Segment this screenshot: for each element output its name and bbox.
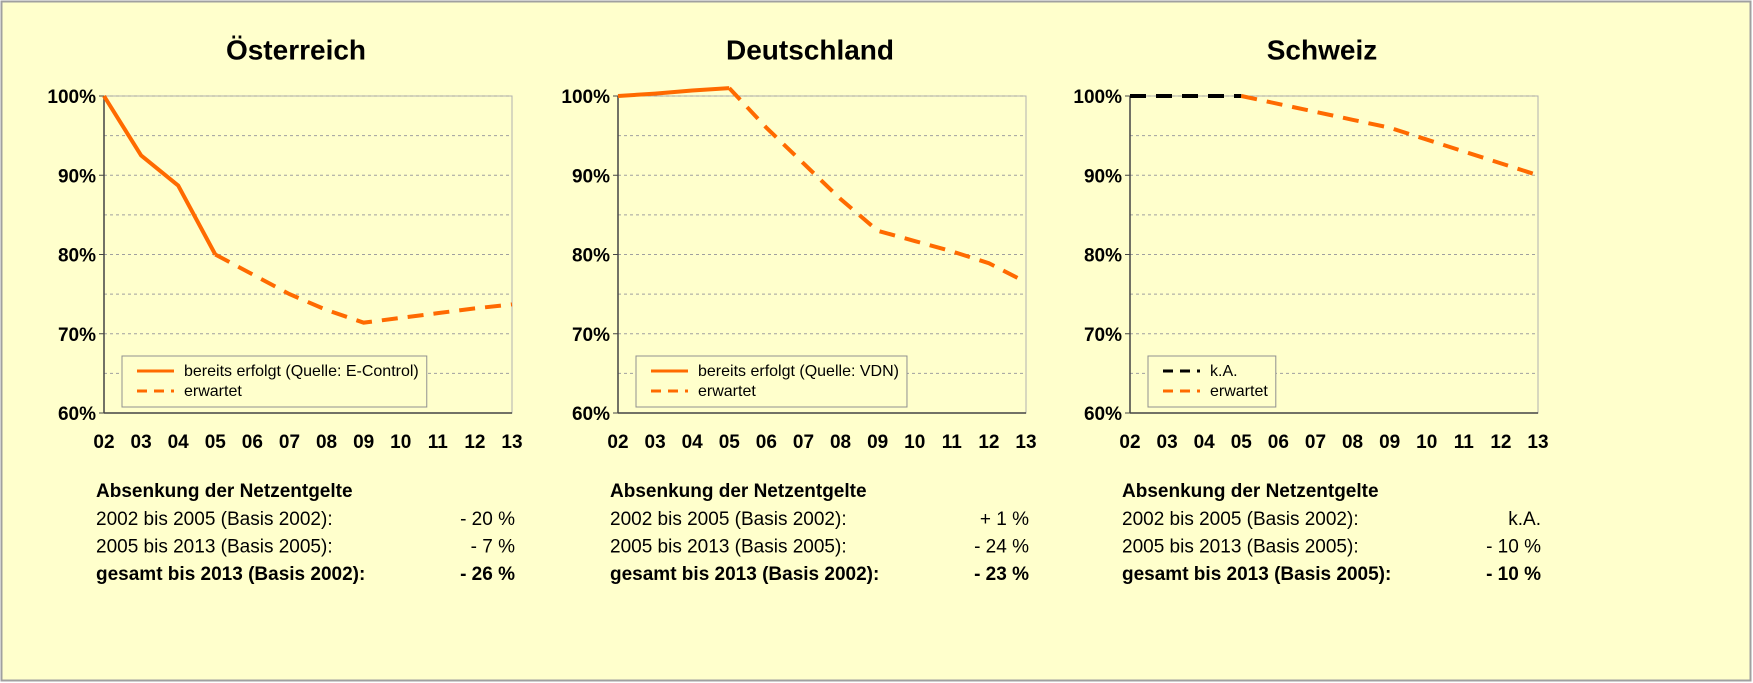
x-tick-label: 07 [793,432,814,453]
x-tick-label: 04 [168,432,190,453]
x-tick-label: 02 [607,432,628,453]
y-tick-label: 80% [1084,246,1122,267]
x-tick-label: 11 [1454,432,1475,453]
legend-box [121,355,428,408]
y-tick-label: 70% [1084,325,1122,346]
chart-panel: Deutschland 60% 70% 80% 90% 100% 02 03 04 05 06 07 0… [561,34,1036,585]
x-tick-label: 13 [1015,432,1036,453]
y-tick-label: 70% [572,325,610,346]
data-line [617,86,730,98]
summary-value: + 1 % [980,509,1029,530]
legend-box [1147,355,1277,408]
summary-label: 2002 bis 2005 (Basis 2002): [1122,509,1359,530]
data-line [102,94,218,256]
x-tick-label: 07 [279,432,300,453]
legend: k.A. erwartet [1147,355,1277,408]
x-tick-label: 02 [93,432,114,453]
summary-title: Absenkung der Netzentgelte [96,481,353,502]
legend-label: erwartet [698,383,756,400]
x-tick-label: 04 [682,432,704,453]
x-tick-label: 08 [1342,432,1363,453]
chart-panel: Österreich 60% 70% 80% 90% 100% 02 03 04 05 06 07 08… [47,34,522,585]
x-tick-label: 08 [316,432,337,453]
x-tick-label: 08 [830,432,851,453]
x-tick-label: 09 [867,432,888,453]
legend: bereits erfolgt (Quelle: E-Control) erwar… [121,355,428,408]
summary-value: - 26 % [460,564,515,585]
summary-label: gesamt bis 2013 (Basis 2002): [96,564,365,585]
y-tick-label: 60% [58,404,96,425]
chart-title: Österreich [226,34,366,65]
y-tick-label: 60% [572,404,610,425]
x-tick-label: 11 [428,432,449,453]
summary-label: 2002 bis 2005 (Basis 2002): [610,509,847,530]
y-tick-label: 100% [561,87,610,108]
summary-title: Absenkung der Netzentgelte [610,481,867,502]
x-tick-label: 07 [1305,432,1326,453]
summary-title: Absenkung der Netzentgelte [1122,481,1379,502]
x-tick-label: 12 [978,432,999,453]
summary-label: gesamt bis 2013 (Basis 2005): [1122,564,1391,585]
legend-label: bereits erfolgt (Quelle: VDN) [698,363,899,380]
summary-label: gesamt bis 2013 (Basis 2002): [610,564,879,585]
x-tick-label: 05 [205,432,227,453]
y-tick-label: 80% [572,246,610,267]
x-tick-label: 12 [1490,432,1511,453]
legend-label: erwartet [1210,383,1268,400]
summary-label: 2005 bis 2013 (Basis 2005): [96,537,333,558]
x-tick-label: 05 [719,432,741,453]
legend-label: k.A. [1210,363,1238,380]
x-tick-label: 13 [1527,432,1548,453]
x-tick-label: 10 [904,432,925,453]
y-tick-label: 90% [572,166,610,187]
summary-value: k.A. [1508,509,1541,530]
chart-title: Schweiz [1267,34,1377,65]
x-tick-label: 11 [942,432,963,453]
x-tick-label: 04 [1194,432,1216,453]
summary-label: 2005 bis 2013 (Basis 2005): [610,537,847,558]
x-tick-label: 02 [1119,432,1140,453]
y-tick-label: 100% [1073,87,1122,108]
summary-value: - 7 % [471,537,515,558]
legend-label: erwartet [184,383,242,400]
chart-title: Deutschland [726,34,894,65]
y-tick-label: 70% [58,325,96,346]
x-tick-label: 13 [501,432,522,453]
x-tick-label: 03 [1157,432,1178,453]
summary-value: - 10 % [1486,537,1541,558]
legend-box [635,355,908,408]
x-tick-label: 09 [353,432,374,453]
y-tick-label: 80% [58,246,96,267]
x-tick-label: 10 [1416,432,1437,453]
summary-value: - 23 % [974,564,1029,585]
x-tick-label: 12 [464,432,485,453]
x-tick-label: 09 [1379,432,1400,453]
data-line [214,252,513,325]
x-tick-label: 06 [242,432,263,453]
x-tick-label: 10 [390,432,411,453]
summary-value: - 10 % [1486,564,1541,585]
x-tick-label: 03 [131,432,152,453]
y-tick-label: 60% [1084,404,1122,425]
summary-value: - 20 % [460,509,515,530]
y-tick-label: 90% [1084,166,1122,187]
x-tick-label: 05 [1231,432,1253,453]
chart-panel: Schweiz 60% 70% 80% 90% 100% 02 03 04 05 06 07 08 09 1… [1073,34,1548,585]
x-tick-label: 06 [1268,432,1289,453]
y-tick-label: 100% [47,87,96,108]
legend: bereits erfolgt (Quelle: VDN) erwartet [635,355,908,408]
summary-value: - 24 % [974,537,1029,558]
summary-label: 2002 bis 2005 (Basis 2002): [96,509,333,530]
x-tick-label: 03 [645,432,666,453]
summary-label: 2005 bis 2013 (Basis 2005): [1122,537,1359,558]
legend-label: bereits erfolgt (Quelle: E-Control) [184,363,419,380]
y-tick-label: 90% [58,166,96,187]
x-tick-label: 06 [756,432,777,453]
